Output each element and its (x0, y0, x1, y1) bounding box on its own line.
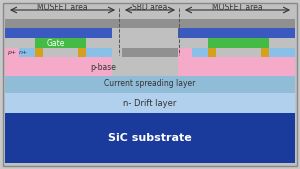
Bar (178, 57, 295, 76)
Bar (5, 76, 295, 93)
Bar (5, 28, 112, 38)
Bar (35, 38, 86, 48)
Bar (122, 48, 178, 57)
Bar (178, 28, 295, 38)
Bar (5, 93, 295, 113)
Bar (35, 48, 43, 57)
Text: p+: p+ (7, 50, 16, 55)
Text: Gate: Gate (47, 39, 65, 47)
Bar (82, 48, 112, 57)
Bar (5, 57, 112, 76)
Bar (178, 48, 208, 57)
Text: SiC substrate: SiC substrate (108, 133, 192, 143)
Bar (208, 38, 269, 48)
Text: MOSFET area: MOSFET area (212, 3, 262, 11)
Text: p-base: p-base (90, 63, 116, 71)
Bar (228, 30, 231, 38)
Bar (5, 113, 295, 163)
Bar (208, 48, 216, 57)
Text: n- Drift layer: n- Drift layer (123, 99, 177, 107)
Text: n+: n+ (19, 50, 28, 55)
Bar (5, 48, 19, 57)
Bar (178, 48, 192, 57)
Bar (43, 30, 46, 38)
Bar (261, 48, 269, 57)
Bar (5, 48, 35, 57)
Text: SBD area: SBD area (132, 3, 168, 11)
Text: Current spreading layer: Current spreading layer (104, 79, 196, 89)
Bar (78, 48, 86, 57)
Bar (5, 19, 295, 28)
Bar (265, 48, 295, 57)
Text: MOSFET area: MOSFET area (37, 3, 87, 11)
